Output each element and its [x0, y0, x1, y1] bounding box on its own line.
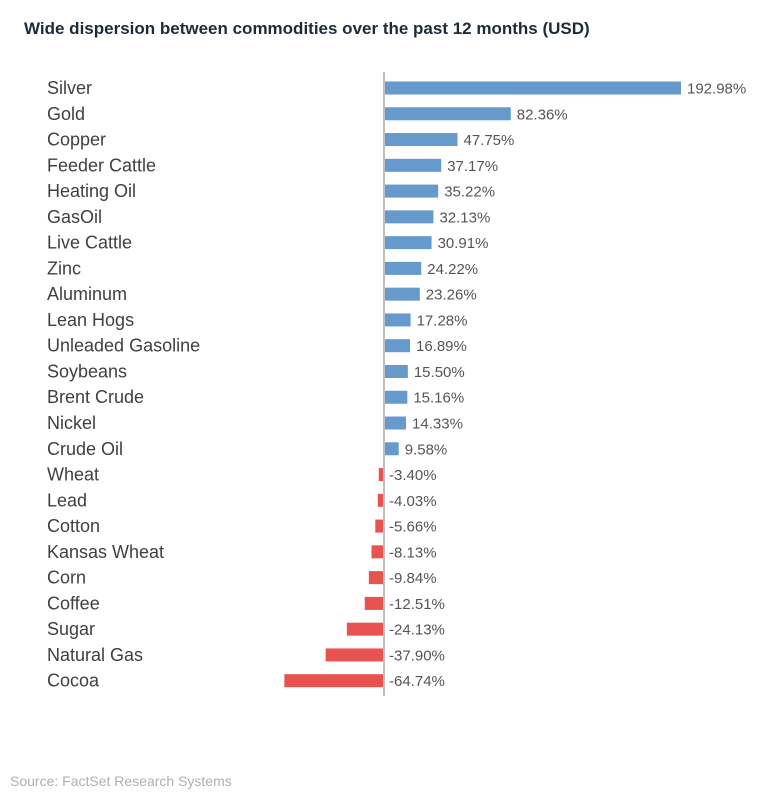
category-label: Kansas Wheat — [47, 542, 164, 562]
category-label: Coffee — [47, 593, 100, 613]
bar — [364, 596, 384, 610]
data-label: 82.36% — [517, 106, 568, 123]
bar — [325, 648, 384, 662]
bar — [384, 158, 442, 172]
category-label: Natural Gas — [47, 645, 143, 665]
category-label: Crude Oil — [47, 439, 123, 459]
category-label: GasOil — [47, 207, 102, 227]
bar — [384, 107, 511, 121]
category-label: Unleaded Gasoline — [47, 336, 200, 356]
bar — [384, 261, 422, 275]
data-label: 24.22% — [427, 261, 478, 278]
data-label: 14.33% — [412, 416, 463, 433]
bar — [284, 674, 384, 688]
data-label: 32.13% — [439, 209, 490, 226]
bar — [368, 571, 384, 585]
category-label: Wheat — [47, 465, 99, 485]
bar — [384, 81, 681, 95]
data-label: 9.58% — [405, 441, 448, 458]
category-label: Corn — [47, 568, 86, 588]
data-label: 15.50% — [414, 364, 465, 381]
data-label: -37.90% — [389, 647, 445, 664]
bar — [346, 622, 384, 636]
bar — [378, 468, 384, 482]
source-note: Source: FactSet Research Systems — [10, 773, 232, 789]
category-label: Aluminum — [47, 284, 127, 304]
category-label: Copper — [47, 130, 106, 150]
data-label: 30.91% — [438, 235, 489, 252]
data-label: -64.74% — [389, 673, 445, 690]
category-label: Gold — [47, 104, 85, 124]
data-label: -12.51% — [389, 596, 445, 613]
data-label: -9.84% — [389, 570, 437, 587]
data-label: 192.98% — [687, 81, 746, 98]
data-label: 37.17% — [447, 158, 498, 175]
category-label: Soybeans — [47, 361, 127, 381]
bar — [377, 493, 384, 507]
bar — [384, 416, 407, 430]
data-label: 23.26% — [426, 287, 477, 304]
bar — [375, 519, 384, 533]
data-label: -5.66% — [389, 519, 437, 536]
data-label: -8.13% — [389, 544, 437, 561]
category-label: Cotton — [47, 516, 100, 536]
bar — [384, 287, 420, 301]
category-label: Sugar — [47, 619, 95, 639]
bar — [384, 184, 439, 198]
data-label: 17.28% — [417, 312, 468, 329]
bar — [384, 313, 411, 327]
category-label: Silver — [47, 78, 92, 98]
bar — [384, 364, 408, 378]
category-label: Lean Hogs — [47, 310, 134, 330]
category-label: Feeder Cattle — [47, 155, 156, 175]
data-label: 15.16% — [413, 390, 464, 407]
category-label: Live Cattle — [47, 233, 132, 253]
data-label: 16.89% — [416, 338, 467, 355]
category-label: Zinc — [47, 258, 81, 278]
bar — [384, 390, 408, 404]
category-label: Brent Crude — [47, 387, 144, 407]
category-label: Heating Oil — [47, 181, 136, 201]
chart-title: Wide dispersion between commodities over… — [24, 19, 590, 38]
bar — [371, 545, 384, 559]
bar — [384, 236, 432, 250]
bar — [384, 339, 410, 353]
data-label: 35.22% — [444, 184, 495, 201]
category-label: Cocoa — [47, 671, 100, 691]
category-label: Nickel — [47, 413, 96, 433]
category-label: Lead — [47, 490, 87, 510]
bar — [384, 133, 458, 147]
data-label: -24.13% — [389, 622, 445, 639]
bar — [384, 442, 399, 456]
data-label: 47.75% — [463, 132, 514, 149]
data-label: -3.40% — [389, 467, 437, 484]
bar — [384, 210, 434, 224]
data-label: -4.03% — [389, 493, 437, 510]
